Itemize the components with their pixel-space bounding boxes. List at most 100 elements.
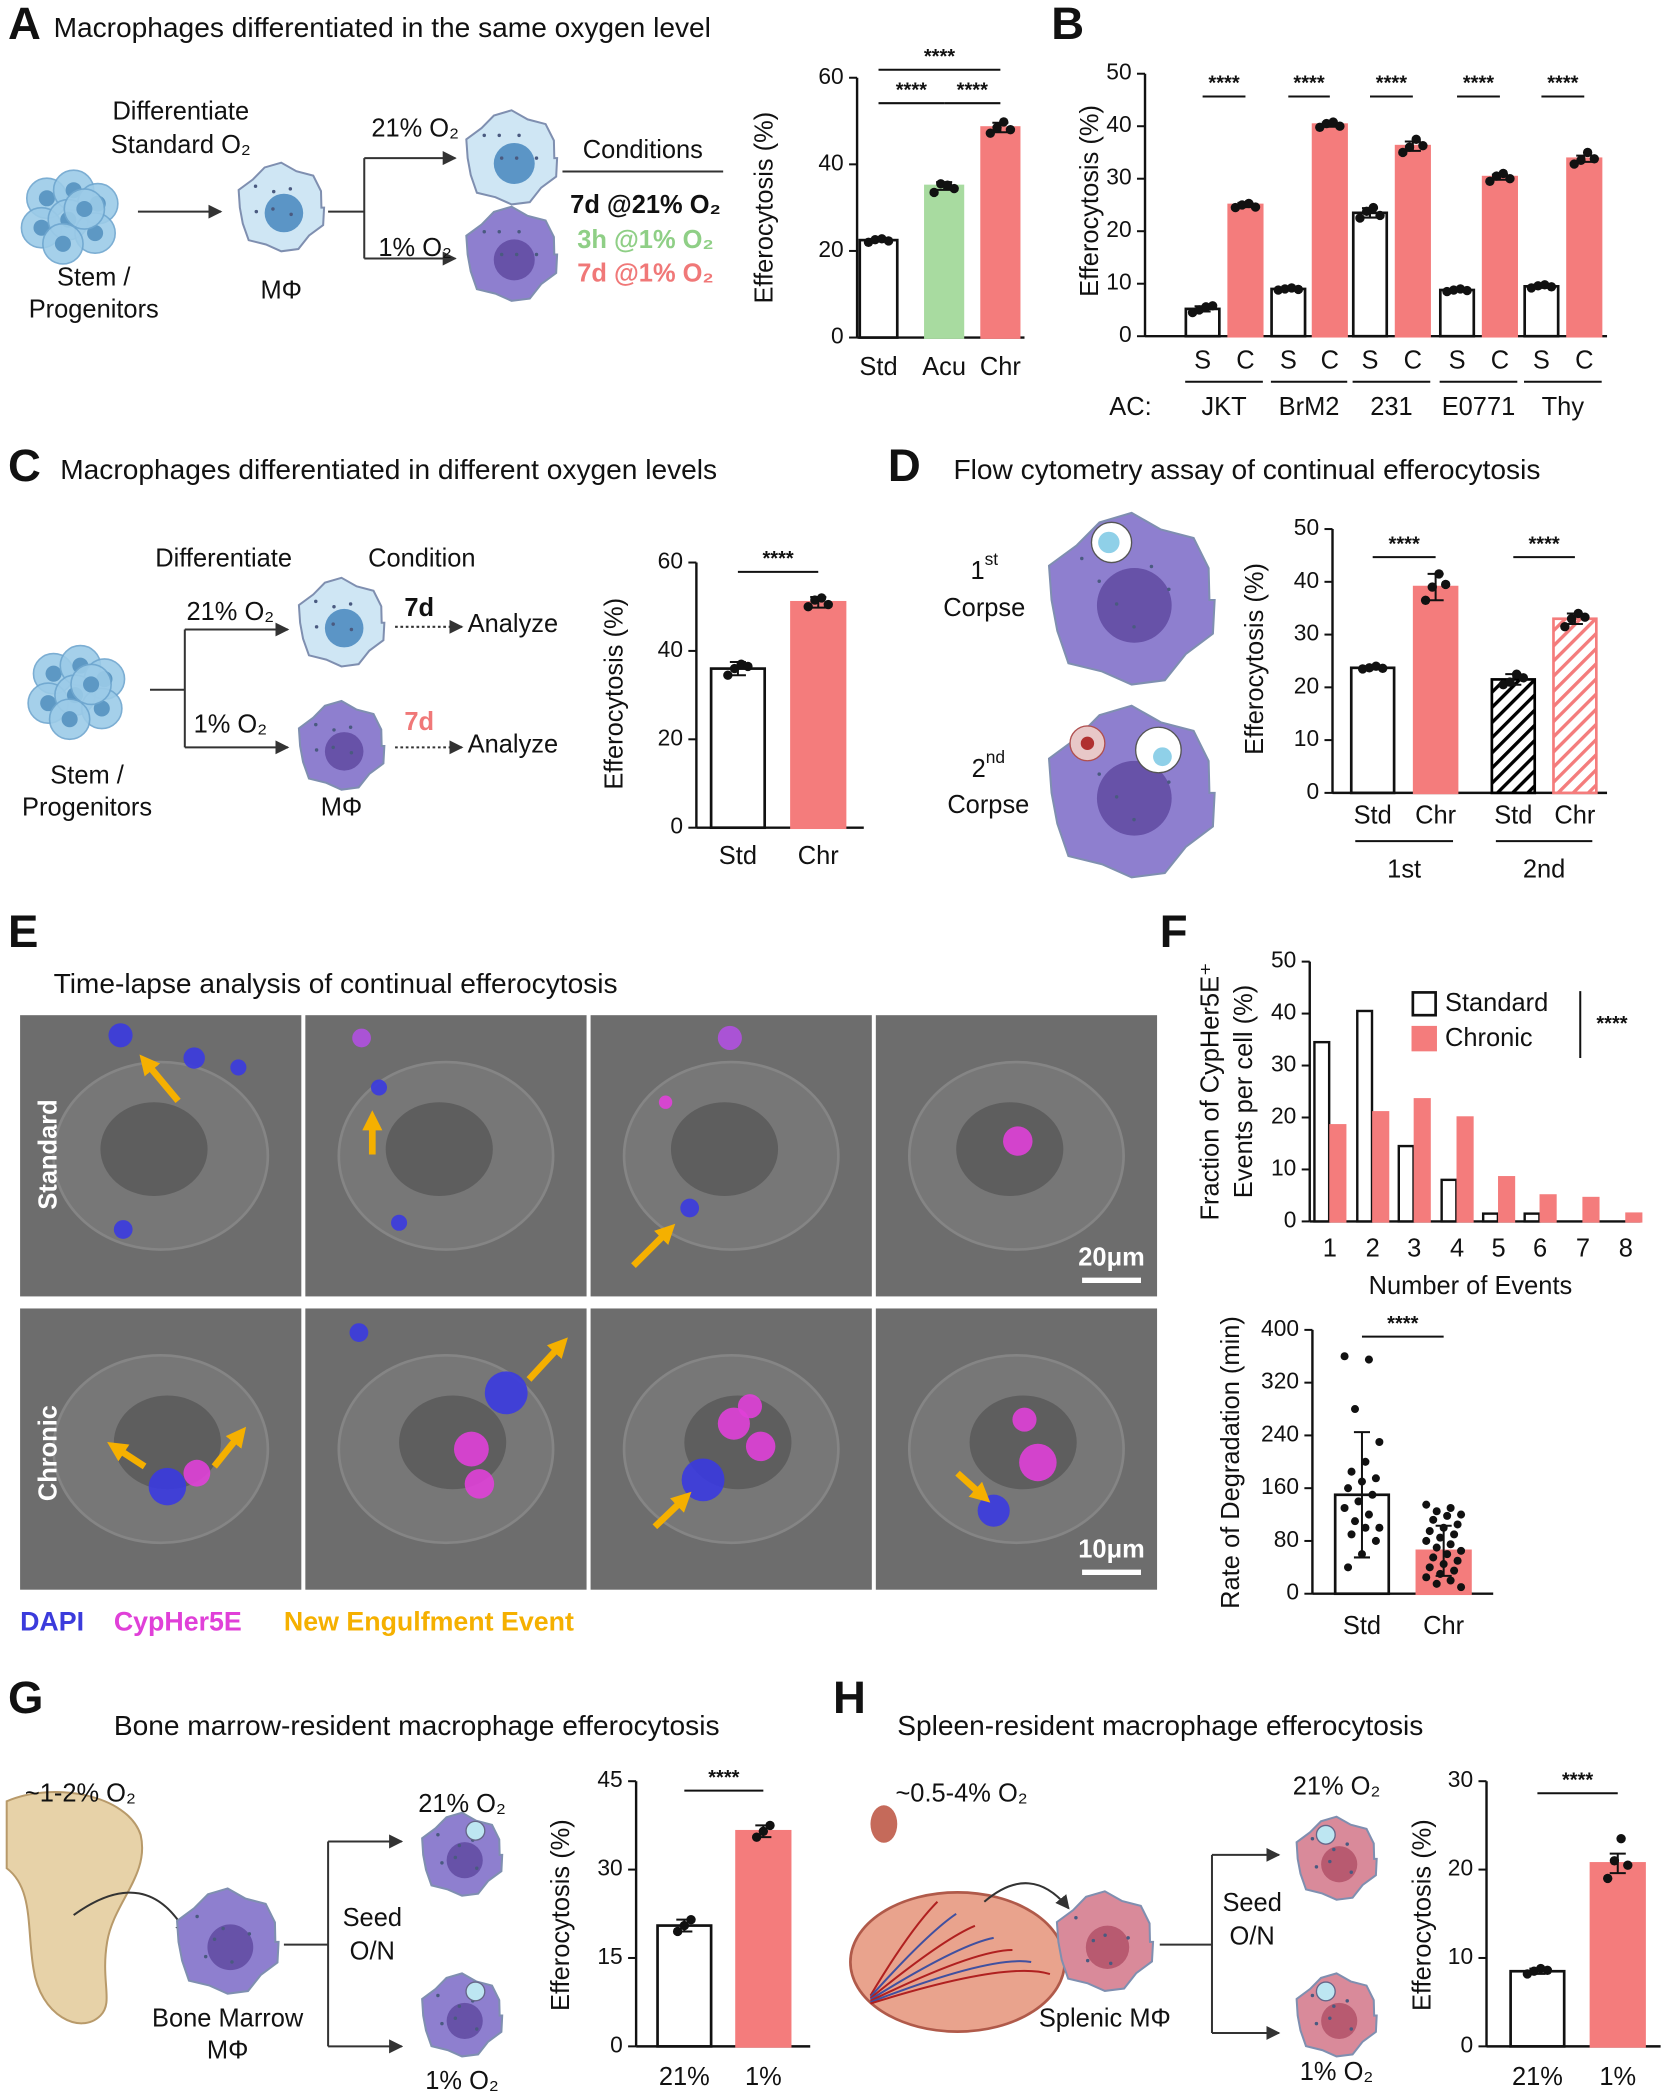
bar xyxy=(709,667,767,830)
data-point xyxy=(1357,1550,1366,1559)
bar xyxy=(1413,1098,1431,1223)
label: Differentiate xyxy=(155,545,292,573)
granule xyxy=(331,622,335,626)
data-point xyxy=(1580,612,1590,622)
data-point xyxy=(985,128,996,138)
bar xyxy=(1440,1178,1458,1223)
data-point xyxy=(1207,301,1218,311)
legend-swatch xyxy=(1411,1025,1437,1052)
y-tick-label: 40 xyxy=(1294,567,1319,593)
data-point xyxy=(1576,155,1586,166)
bar xyxy=(735,1829,792,2048)
nucleus xyxy=(207,1924,254,1971)
data-point xyxy=(1450,1566,1459,1575)
x-tick-label: Std xyxy=(859,353,897,381)
vessel xyxy=(869,1924,976,1999)
fluorescent-cell xyxy=(745,1431,776,1462)
data-point xyxy=(1375,1523,1384,1532)
granule xyxy=(457,2004,462,2008)
data-point xyxy=(1347,1467,1356,1476)
data-point xyxy=(1355,213,1365,223)
stem-nucleus xyxy=(93,700,110,717)
data-point xyxy=(1344,1563,1353,1572)
bar xyxy=(924,184,965,339)
granule xyxy=(1132,625,1136,629)
granule xyxy=(1108,1961,1113,1966)
label: Progenitors xyxy=(22,794,152,822)
data-point xyxy=(672,1926,683,1937)
fluorescent-cell xyxy=(370,1079,388,1096)
label: 7d xyxy=(404,594,434,622)
bar xyxy=(1490,678,1537,795)
nucleus xyxy=(493,142,535,184)
data-point xyxy=(1357,1477,1366,1486)
data-point xyxy=(1436,1533,1445,1542)
x-tick-label: Std xyxy=(1494,802,1532,830)
data-point xyxy=(1354,1497,1363,1506)
bar xyxy=(1349,666,1396,795)
significance-label: **** xyxy=(1562,1770,1593,1792)
ordinal-suffix: st xyxy=(985,548,999,568)
granule xyxy=(1310,1837,1315,1841)
y-axis-label: Efferocytosis (%) xyxy=(1408,1819,1436,2011)
stem-nucleus xyxy=(38,190,55,207)
data-point xyxy=(1498,168,1508,179)
label: Macrophages differentiated in different … xyxy=(60,454,717,485)
label: 21% O₂ xyxy=(371,115,459,143)
y-axis-label: Efferocytosis (%) xyxy=(547,1819,575,2011)
y-tick-label: 60 xyxy=(818,63,843,89)
label: E xyxy=(8,906,38,957)
label: Flow cytometry assay of continual effero… xyxy=(954,454,1541,485)
significance-label: **** xyxy=(1547,73,1578,95)
label: H xyxy=(833,1672,866,1723)
label: Condition xyxy=(368,545,475,573)
bar xyxy=(1625,1212,1643,1223)
spleen-icon xyxy=(870,1805,898,1843)
granule xyxy=(1345,1999,1349,2003)
significance-label: **** xyxy=(708,1767,739,1789)
y-axis-label: Efferocytosis (%) xyxy=(751,112,779,304)
macrophage-body xyxy=(399,1395,507,1490)
x-tick-label: 21% xyxy=(1512,2063,1563,2091)
x-tick-label: C xyxy=(1404,346,1422,374)
x-tick-label: C xyxy=(1575,346,1593,374)
bar xyxy=(1582,1196,1600,1223)
x-tick-label: 21% xyxy=(659,2063,710,2091)
granule xyxy=(1080,556,1084,561)
granule xyxy=(482,230,486,234)
x-tick-label: 6 xyxy=(1533,1234,1547,1262)
granule xyxy=(475,1866,479,1870)
label: F xyxy=(1160,906,1188,957)
data-point xyxy=(1582,147,1593,158)
data-point xyxy=(1457,1583,1466,1592)
nucleus xyxy=(446,1842,483,1879)
fluorescent-cell xyxy=(391,1214,408,1231)
group-label: 1st xyxy=(1387,855,1421,883)
y-tick-label: 80 xyxy=(1274,1526,1299,1552)
label: Standard O₂ xyxy=(111,131,251,159)
fluorescent-cell xyxy=(737,1394,763,1419)
y-axis-label: Events per cell (%) xyxy=(1230,985,1258,1198)
bar xyxy=(656,1924,713,2048)
y-tick-label: 0 xyxy=(670,813,683,839)
label: 1% O₂ xyxy=(425,2067,499,2095)
fluorescent-cell xyxy=(717,1025,742,1050)
label: Corpse xyxy=(943,594,1025,622)
stem-nucleus xyxy=(40,695,57,712)
label: MΦ xyxy=(260,277,302,305)
corpse xyxy=(1315,1824,1336,1845)
data-point xyxy=(1450,1530,1459,1539)
label: MΦ xyxy=(207,2036,249,2064)
data-point xyxy=(1462,285,1472,296)
significance-label: **** xyxy=(1387,1313,1418,1335)
data-point xyxy=(1440,579,1451,590)
bar xyxy=(1412,585,1459,795)
row-label: Standard xyxy=(34,1099,62,1209)
data-point xyxy=(1439,1523,1448,1532)
granule xyxy=(314,625,319,629)
data-point xyxy=(1623,1860,1633,1870)
nucleus xyxy=(324,608,364,648)
data-point xyxy=(1434,569,1444,579)
stem-nucleus xyxy=(87,225,104,242)
